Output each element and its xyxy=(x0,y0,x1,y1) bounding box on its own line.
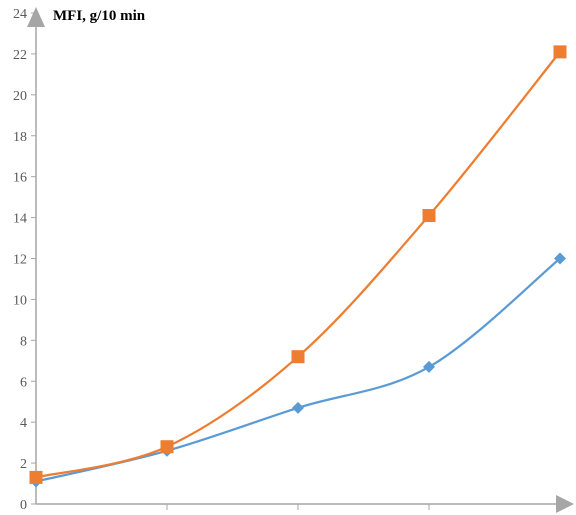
y-tick-label: 12 xyxy=(13,253,27,268)
series-2 xyxy=(29,45,567,484)
y-axis-arrow xyxy=(27,7,45,27)
y-tick-label: 16 xyxy=(13,171,27,186)
data-point-square xyxy=(553,45,567,59)
y-tick-label: 24 xyxy=(13,7,27,22)
y-tick-label: 2 xyxy=(20,457,27,472)
series-layer xyxy=(29,45,567,488)
data-point-square xyxy=(291,350,305,364)
data-point-square xyxy=(29,470,43,484)
x-axis-ticks xyxy=(166,504,561,510)
data-point-diamond xyxy=(423,360,435,373)
data-point-square xyxy=(160,440,174,454)
data-point-diamond xyxy=(292,401,304,414)
series-1 xyxy=(30,252,566,488)
data-point-diamond xyxy=(554,252,566,265)
y-tick-label: 6 xyxy=(20,375,27,390)
y-tick-label: 10 xyxy=(13,293,27,308)
y-tick-label: 4 xyxy=(20,416,27,431)
y-tick-label: 18 xyxy=(13,130,27,145)
y-axis-title: MFI, g/10 min xyxy=(53,8,146,24)
series-line xyxy=(35,257,561,483)
y-tick-label: 14 xyxy=(13,212,27,227)
data-point-square xyxy=(422,209,436,223)
y-tick-label: 20 xyxy=(13,89,27,104)
x-axis-arrow xyxy=(556,495,574,513)
y-tick-label: 8 xyxy=(20,334,27,349)
series-line xyxy=(35,51,561,479)
y-tick-label: 22 xyxy=(13,48,27,63)
y-tick-label: 0 xyxy=(20,498,27,513)
